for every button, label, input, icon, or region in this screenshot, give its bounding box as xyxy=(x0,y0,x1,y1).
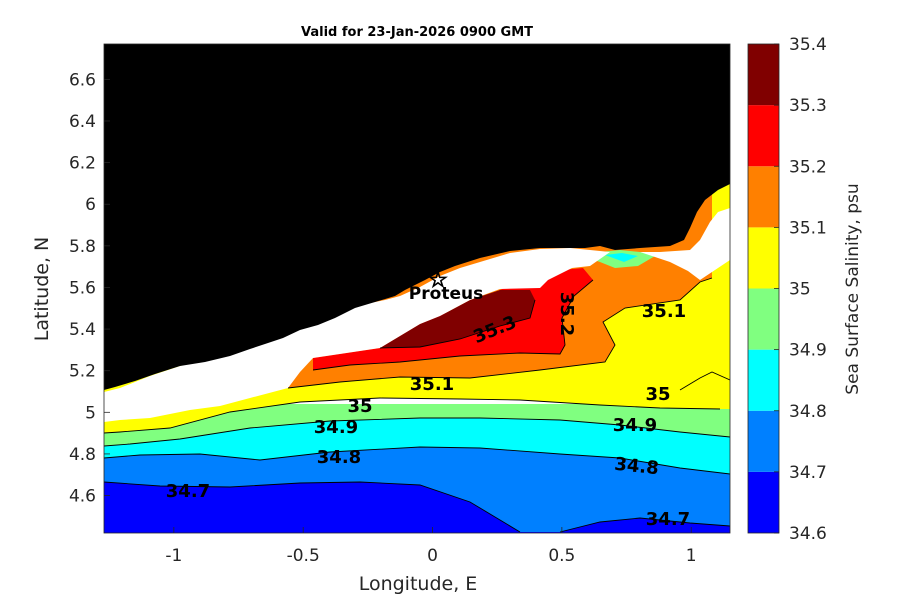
contour-label-35.1-east: 35.1 xyxy=(642,301,686,322)
colorbar: 34.6 34.7 34.8 34.9 35 35.1 35.2 35.3 35.4 xyxy=(747,35,827,544)
contour-34.9-bump xyxy=(679,371,730,391)
colorbar-tick-label: 35.1 xyxy=(789,218,827,238)
x-tick-label: 1 xyxy=(686,546,697,566)
y-tick-label: 4.8 xyxy=(69,445,96,465)
colorbar-tick-label: 34.8 xyxy=(789,402,827,422)
y-tick-label: 5.2 xyxy=(69,362,96,382)
colorbar-swatch xyxy=(748,410,779,472)
contour-34.7 xyxy=(104,481,521,533)
contour-35.2 xyxy=(312,279,594,371)
contour-label-34.9-east: 34.9 xyxy=(613,415,657,436)
x-tick-label: 0.5 xyxy=(548,546,575,566)
contour-35.3 xyxy=(379,299,536,349)
x-tick-label: -0.5 xyxy=(287,546,320,566)
map-title: Valid for 23-Jan-2026 0900 GMT xyxy=(301,25,533,40)
colorbar-tick-label: 34.7 xyxy=(789,463,827,483)
contour-label-35-west: 35 xyxy=(347,396,372,417)
contour-label-34.8-east: 34.8 xyxy=(613,454,659,480)
y-tick-label: 5.4 xyxy=(69,320,96,340)
y-tick-label: 6 xyxy=(85,195,96,215)
contour-34.7-east xyxy=(559,517,730,533)
contour-label-34.9-west: 34.9 xyxy=(314,417,358,438)
contour-lines xyxy=(104,277,730,533)
band-coastal-cyan xyxy=(605,253,638,262)
contour-35 xyxy=(104,397,721,434)
contour-34.9 xyxy=(104,417,730,447)
contour-34.8 xyxy=(104,446,730,475)
x-axis-label: Longitude, E xyxy=(359,573,478,595)
colorbar-tick-label: 35.3 xyxy=(789,96,827,116)
plot-frame xyxy=(103,43,731,534)
contour-label-34.7-east: 34.7 xyxy=(646,509,690,530)
x-axis: -1 -0.5 0 0.5 1 xyxy=(165,527,697,566)
y-tick-label: 6.6 xyxy=(69,70,96,90)
land-mass xyxy=(104,44,730,390)
y-axis: 4.6 4.8 5 5.2 5.4 5.6 5.8 6 6.2 6.4 6.6 xyxy=(69,70,110,507)
y-tick-label: 5 xyxy=(85,403,96,423)
contour-35.1 xyxy=(287,277,713,389)
colorbar-swatch xyxy=(748,288,779,350)
colorbar-label: Sea Surface Salinity, psu xyxy=(843,183,863,394)
y-tick-label: 6.4 xyxy=(69,112,96,132)
contour-label-35-east: 35 xyxy=(645,384,670,405)
x-tick-label: 0 xyxy=(427,546,438,566)
coastal-no-data xyxy=(104,208,730,422)
contour-label-34.8-west: 34.8 xyxy=(317,447,361,468)
colorbar-swatch xyxy=(748,166,779,228)
colorbar-tick-label: 35.2 xyxy=(789,157,827,177)
colorbar-swatch xyxy=(748,471,779,533)
colorbar-swatch xyxy=(748,44,779,106)
y-axis-label: Latitude, N xyxy=(31,237,53,342)
y-tick-label: 5.6 xyxy=(69,278,96,298)
colorbar-tick-label: 34.9 xyxy=(789,341,827,361)
contour-label-35.1-west: 35.1 xyxy=(410,374,454,395)
contour-label-34.7-west: 34.7 xyxy=(166,481,210,502)
x-tick-label: -1 xyxy=(165,546,182,566)
colorbar-tick-label: 35.4 xyxy=(789,35,827,55)
y-tick-label: 5.8 xyxy=(69,237,96,257)
band-34.9-35 xyxy=(104,404,730,446)
y-tick-label: 4.6 xyxy=(69,487,96,507)
band-35.3-35.4 xyxy=(380,290,535,348)
contour-label-35.2: 35.2 xyxy=(556,292,577,336)
station-star-icon: ☆ xyxy=(428,268,448,293)
colorbar-swatch xyxy=(748,349,779,411)
colorbar-swatch xyxy=(748,227,779,289)
colorbar-swatch xyxy=(748,105,779,167)
colorbar-tick-label: 35 xyxy=(789,280,811,300)
colorbar-tick-label: 34.6 xyxy=(789,524,827,544)
map-area: 35.3 35.2 35.1 35.1 35 35 34.9 34.9 34.8… xyxy=(104,44,730,533)
y-tick-label: 6.2 xyxy=(69,154,96,174)
station-label: Proteus xyxy=(409,284,483,304)
